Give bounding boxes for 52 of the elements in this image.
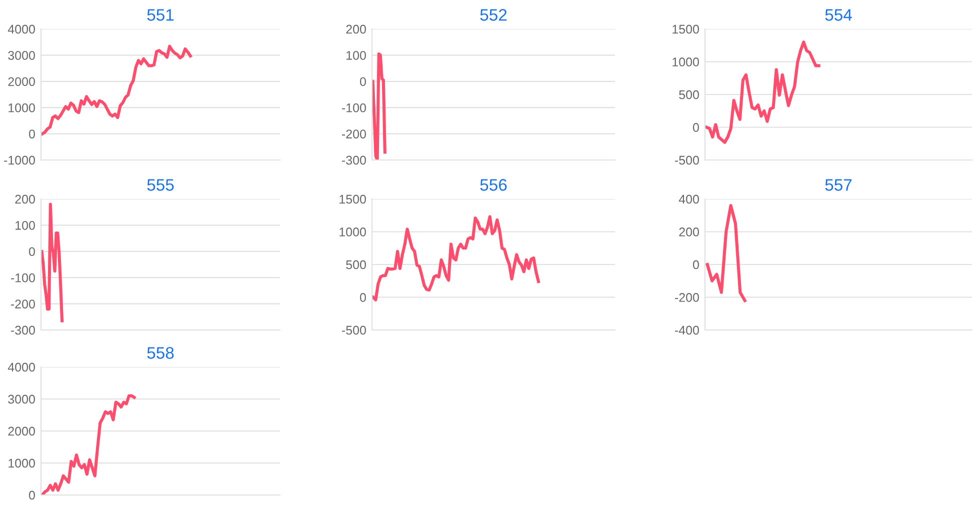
chart-title: 551 [147, 9, 174, 21]
y-tick-label: -500 [674, 156, 699, 165]
chart-title: 552 [480, 9, 507, 21]
chart-title: 554 [825, 9, 852, 21]
y-tick-label: 4000 [8, 24, 35, 34]
y-tick-label: 0 [28, 490, 35, 500]
chart-title: 556 [480, 179, 507, 191]
y-tick-label: 500 [679, 90, 699, 100]
y-tick-label: -200 [674, 293, 699, 302]
line-series [705, 40, 820, 144]
y-tick-label: 1000 [672, 58, 699, 66]
y-tick-label: 0 [28, 130, 35, 138]
y-tick-label: 200 [15, 194, 35, 204]
y-tick-label: 1000 [8, 103, 35, 112]
y-tick-label: 100 [346, 51, 366, 60]
y-tick-label: 100 [16, 221, 35, 230]
y-tick-label: 0 [28, 247, 35, 256]
line-series [706, 204, 746, 302]
y-tick-label: 2000 [8, 426, 35, 436]
y-tick-label: -500 [342, 326, 366, 335]
y-tick-label: 3000 [8, 394, 35, 404]
y-tick-label: 1000 [340, 228, 366, 236]
y-tick-label: 400 [678, 194, 699, 204]
y-tick-label: -300 [10, 326, 35, 335]
y-tick-label: 200 [346, 24, 366, 34]
y-tick-label: -200 [342, 130, 366, 138]
chart-title: 558 [147, 347, 174, 359]
chart-title: 557 [825, 179, 852, 191]
chart-title: 555 [147, 179, 174, 191]
y-tick-label: -200 [10, 300, 35, 308]
line-series [372, 215, 540, 302]
line-series [41, 202, 64, 322]
line-series [41, 394, 136, 495]
y-tick-label: -100 [342, 103, 366, 112]
y-tick-label: 4000 [8, 362, 35, 372]
y-tick-label: 200 [679, 228, 699, 236]
y-tick-label: 0 [692, 123, 699, 132]
y-tick-label: -1000 [4, 156, 35, 165]
y-tick-label: -300 [342, 156, 366, 165]
y-tick-label: 2000 [8, 77, 35, 86]
y-tick-label: 1500 [340, 194, 366, 204]
y-tick-label: 1000 [8, 458, 35, 468]
y-tick-label: 0 [360, 77, 366, 86]
y-tick-label: -100 [10, 273, 35, 282]
y-tick-label: 0 [360, 293, 366, 302]
y-tick-label: 3000 [8, 51, 35, 60]
line-series [372, 52, 386, 160]
y-tick-label: 0 [692, 260, 699, 270]
y-tick-label: 1500 [672, 24, 699, 34]
line-series [41, 44, 192, 136]
y-tick-label: -400 [674, 326, 699, 335]
y-tick-label: 500 [346, 260, 366, 270]
